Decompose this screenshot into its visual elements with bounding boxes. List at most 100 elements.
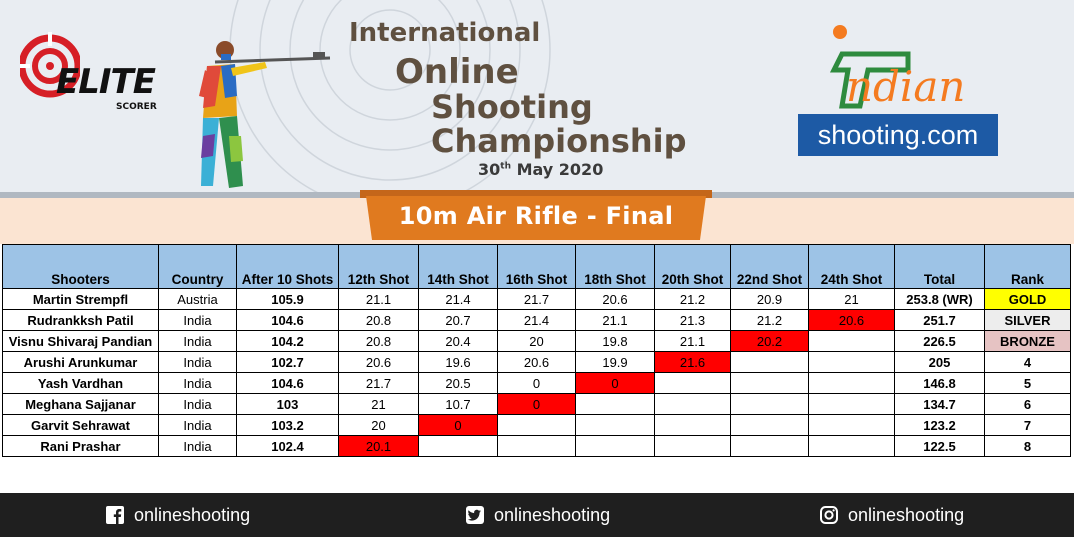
instagram-icon xyxy=(820,506,838,524)
shot-score xyxy=(654,372,731,394)
twitter-icon xyxy=(466,506,484,524)
shot-score xyxy=(575,435,655,457)
eliminated-shot-score: 20.1 xyxy=(338,435,419,457)
shot-score: 20.5 xyxy=(418,372,498,394)
shot-score xyxy=(575,414,655,436)
shot-score: 20.4 xyxy=(418,330,498,352)
title-line-3: Shooting xyxy=(431,88,593,126)
after-10-shots: 102.4 xyxy=(236,435,339,457)
shot-score xyxy=(497,414,576,436)
column-header: 20th Shot xyxy=(654,244,731,289)
shooter-name: Rudrankksh Patil xyxy=(2,309,159,331)
shooter-name: Garvit Sehrawat xyxy=(2,414,159,436)
shooting-com-logo: shooting.com xyxy=(798,114,998,156)
shot-score xyxy=(808,414,895,436)
rank-badge: SILVER xyxy=(984,309,1071,331)
shooter-name: Visnu Shivaraj Pandian xyxy=(2,330,159,352)
table-row: Martin Strempfl Austria 105.9 21.1 21.4 21.7 2… xyxy=(2,288,1071,310)
footer: onlineshooting onlineshooting onlineshoo… xyxy=(0,493,1074,537)
shot-score: 0 xyxy=(497,372,576,394)
shot-score: 21.7 xyxy=(497,288,576,310)
rank-badge: GOLD xyxy=(984,288,1071,310)
table-row: Rudrankksh Patil India 104.6 20.8 20.7 21.4 21… xyxy=(2,309,1071,331)
facebook-link[interactable]: onlineshooting xyxy=(106,505,250,526)
after-10-shots: 105.9 xyxy=(236,288,339,310)
column-header: 22nd Shot xyxy=(730,244,809,289)
rank-badge: 8 xyxy=(984,435,1071,457)
eliminated-shot-score: 0 xyxy=(418,414,498,436)
shot-score xyxy=(808,435,895,457)
shooter-name: Meghana Sajjanar xyxy=(2,393,159,415)
shot-score xyxy=(730,393,809,415)
rank-badge: 7 xyxy=(984,414,1071,436)
eliminated-shot-score: 20.6 xyxy=(808,309,895,331)
shot-score xyxy=(654,414,731,436)
shot-score: 21.4 xyxy=(418,288,498,310)
after-10-shots: 104.6 xyxy=(236,309,339,331)
shooter-country: Austria xyxy=(158,288,237,310)
table-row: Garvit Sehrawat India 103.2 20 0 123.2 7 xyxy=(2,414,1071,436)
rank-badge: 5 xyxy=(984,372,1071,394)
shooter-illustration xyxy=(199,41,331,188)
event-banner xyxy=(360,190,712,240)
shot-score: 19.8 xyxy=(575,330,655,352)
header: ELITE SCORER International Online Shooti… xyxy=(0,0,1074,192)
instagram-link[interactable]: onlineshooting xyxy=(820,505,964,526)
shooter-country: India xyxy=(158,414,237,436)
eliminated-shot-score: 21.6 xyxy=(654,351,731,373)
twitter-handle: onlineshooting xyxy=(494,505,611,525)
shot-score: 21.2 xyxy=(654,288,731,310)
total-score: 251.7 xyxy=(894,309,985,331)
elite-logo-subtext: SCORER xyxy=(116,102,157,112)
shot-score: 20 xyxy=(497,330,576,352)
shot-score: 19.6 xyxy=(418,351,498,373)
event-title: 10m Air Rifle - Final xyxy=(398,202,674,230)
shot-score xyxy=(654,393,731,415)
shooter-country: India xyxy=(158,435,237,457)
shot-score: 20.6 xyxy=(338,351,419,373)
title-line-2: Online xyxy=(395,52,519,92)
table-row: Rani Prashar India 102.4 20.1 122.5 8 xyxy=(2,435,1071,457)
rank-badge: 6 xyxy=(984,393,1071,415)
target-icon xyxy=(20,32,80,98)
shot-score xyxy=(497,435,576,457)
column-header: Shooters xyxy=(2,244,159,289)
table-row: Meghana Sajjanar India 103 21 10.7 0 134.7 6 xyxy=(2,393,1071,415)
shot-score: 21.4 xyxy=(497,309,576,331)
shot-score xyxy=(730,435,809,457)
shot-score: 20.8 xyxy=(338,330,419,352)
shot-score: 20.6 xyxy=(497,351,576,373)
table-row: Arushi Arunkumar India 102.7 20.6 19.6 20.6 19… xyxy=(2,351,1071,373)
pistol-icon xyxy=(829,25,911,109)
column-header: 12th Shot xyxy=(338,244,419,289)
shot-score: 20 xyxy=(338,414,419,436)
elite-logo-text: ELITE xyxy=(56,62,156,102)
shot-score: 20.7 xyxy=(418,309,498,331)
total-score: 205 xyxy=(894,351,985,373)
table-header-row: Shooters Country After 10 Shots 12th Shot 14… xyxy=(2,244,1071,289)
shot-score: 21.1 xyxy=(654,330,731,352)
column-header: 24th Shot xyxy=(808,244,895,289)
column-header: 16th Shot xyxy=(497,244,576,289)
title-line-1: International xyxy=(349,18,541,48)
total-score: 146.8 xyxy=(894,372,985,394)
shooter-country: India xyxy=(158,372,237,394)
shooter-country: India xyxy=(158,351,237,373)
shot-score xyxy=(808,351,895,373)
shot-score: 21 xyxy=(808,288,895,310)
eliminated-shot-score: 0 xyxy=(497,393,576,415)
shot-score xyxy=(730,372,809,394)
twitter-link[interactable]: onlineshooting xyxy=(466,505,610,526)
elite-scorer-logo xyxy=(20,32,170,122)
shot-score xyxy=(808,393,895,415)
facebook-handle: onlineshooting xyxy=(134,505,251,525)
indian-logo-text: ndian xyxy=(846,62,966,111)
table-body: Martin Strempfl Austria 105.9 21.1 21.4 21.7 2… xyxy=(2,288,1071,457)
shooter-name: Martin Strempfl xyxy=(2,288,159,310)
date-rest: May 2020 xyxy=(516,160,604,179)
column-header: 18th Shot xyxy=(575,244,655,289)
shot-score: 19.9 xyxy=(575,351,655,373)
after-10-shots: 102.7 xyxy=(236,351,339,373)
shooter-name: Yash Vardhan xyxy=(2,372,159,394)
shot-score: 21 xyxy=(338,393,419,415)
